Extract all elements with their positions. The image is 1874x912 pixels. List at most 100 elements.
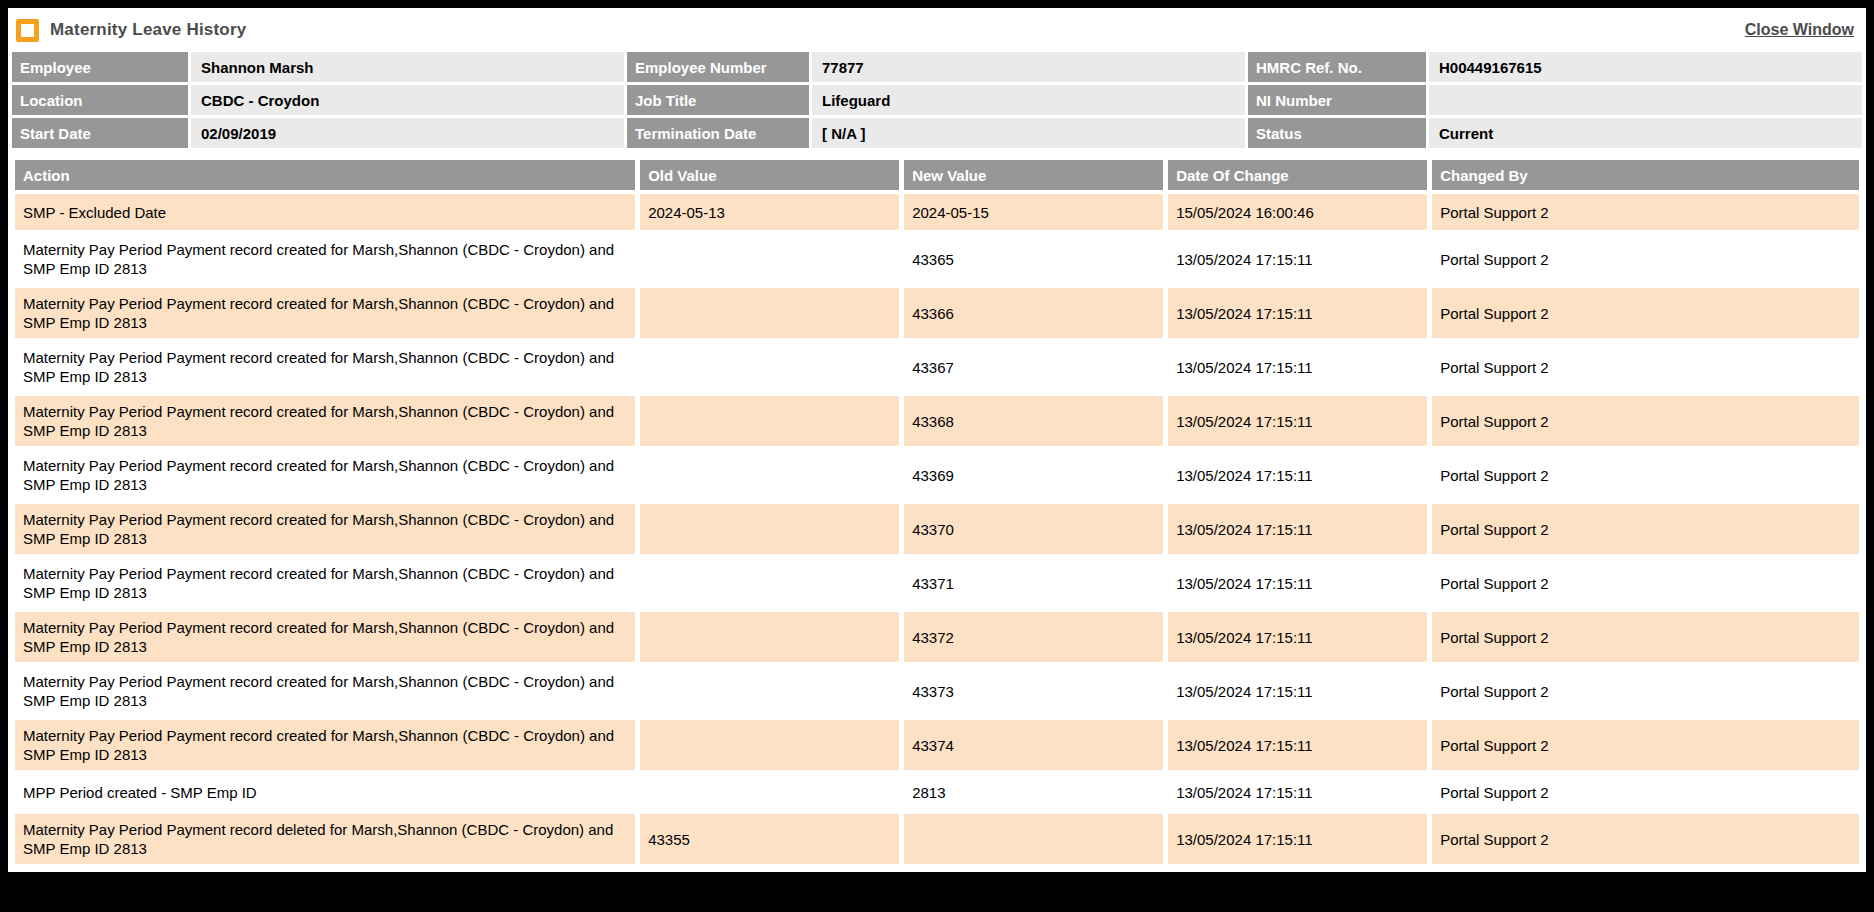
new-value-cell: 43369: [904, 450, 1163, 500]
column-header-old-value: Old Value: [640, 160, 899, 190]
info-label: Start Date: [12, 118, 188, 148]
close-window-link[interactable]: Close Window: [1745, 21, 1854, 39]
action-cell: Maternity Pay Period Payment record crea…: [15, 666, 635, 716]
action-cell: Maternity Pay Period Payment record crea…: [15, 342, 635, 392]
changed-by-cell: Portal Support 2: [1432, 450, 1859, 500]
date-of-change-cell: 13/05/2024 17:15:11: [1168, 288, 1427, 338]
info-value: H00449167615: [1429, 52, 1862, 82]
old-value-cell: [640, 234, 899, 284]
table-row: MPP Period created - SMP Emp ID 2813 13/…: [15, 774, 1859, 810]
changed-by-cell: Portal Support 2: [1432, 612, 1859, 662]
old-value-cell: [640, 504, 899, 554]
changed-by-cell: Portal Support 2: [1432, 342, 1859, 392]
history-table: Action Old Value New Value Date Of Chang…: [10, 156, 1864, 868]
new-value-cell: 43365: [904, 234, 1163, 284]
action-cell: MPP Period created - SMP Emp ID: [15, 774, 635, 810]
date-of-change-cell: 13/05/2024 17:15:11: [1168, 612, 1427, 662]
table-row: Maternity Pay Period Payment record crea…: [15, 288, 1859, 338]
info-value: Shannon Marsh: [191, 52, 624, 82]
history-table-header: Action Old Value New Value Date Of Chang…: [15, 160, 1859, 190]
changed-by-cell: Portal Support 2: [1432, 558, 1859, 608]
changed-by-cell: Portal Support 2: [1432, 814, 1859, 864]
date-of-change-cell: 15/05/2024 16:00:46: [1168, 194, 1427, 230]
old-value-cell: [640, 396, 899, 446]
new-value-cell: 43372: [904, 612, 1163, 662]
date-of-change-cell: 13/05/2024 17:15:11: [1168, 774, 1427, 810]
date-of-change-cell: 13/05/2024 17:15:11: [1168, 666, 1427, 716]
changed-by-cell: Portal Support 2: [1432, 234, 1859, 284]
date-of-change-cell: 13/05/2024 17:15:11: [1168, 396, 1427, 446]
action-cell: Maternity Pay Period Payment record crea…: [15, 288, 635, 338]
old-value-cell: [640, 774, 899, 810]
changed-by-cell: Portal Support 2: [1432, 194, 1859, 230]
new-value-cell: 2024-05-15: [904, 194, 1163, 230]
date-of-change-cell: 13/05/2024 17:15:11: [1168, 234, 1427, 284]
new-value-cell: 43370: [904, 504, 1163, 554]
table-row: Maternity Pay Period Payment record crea…: [15, 504, 1859, 554]
table-row: Maternity Pay Period Payment record crea…: [15, 450, 1859, 500]
changed-by-cell: Portal Support 2: [1432, 396, 1859, 446]
changed-by-cell: Portal Support 2: [1432, 774, 1859, 810]
info-value: 77877: [812, 52, 1245, 82]
history-rows: SMP - Excluded Date 2024-05-13 2024-05-1…: [15, 194, 1859, 864]
new-value-cell: 43368: [904, 396, 1163, 446]
new-value-cell: [904, 814, 1163, 864]
changed-by-cell: Portal Support 2: [1432, 288, 1859, 338]
table-row: Maternity Pay Period Payment record dele…: [15, 814, 1859, 864]
maternity-leave-history-window: Maternity Leave History Close Window Emp…: [8, 8, 1866, 872]
action-cell: Maternity Pay Period Payment record crea…: [15, 450, 635, 500]
old-value-cell: [640, 342, 899, 392]
action-cell: Maternity Pay Period Payment record crea…: [15, 558, 635, 608]
column-header-action: Action: [15, 160, 635, 190]
table-row: SMP - Excluded Date 2024-05-13 2024-05-1…: [15, 194, 1859, 230]
new-value-cell: 43371: [904, 558, 1163, 608]
table-row: Maternity Pay Period Payment record crea…: [15, 558, 1859, 608]
column-header-date-of-change: Date Of Change: [1168, 160, 1427, 190]
date-of-change-cell: 13/05/2024 17:15:11: [1168, 558, 1427, 608]
action-cell: Maternity Pay Period Payment record crea…: [15, 720, 635, 770]
action-cell: Maternity Pay Period Payment record crea…: [15, 612, 635, 662]
info-label: Employee: [12, 52, 188, 82]
date-of-change-cell: 13/05/2024 17:15:11: [1168, 814, 1427, 864]
action-cell: Maternity Pay Period Payment record dele…: [15, 814, 635, 864]
date-of-change-cell: 13/05/2024 17:15:11: [1168, 450, 1427, 500]
info-label: Status: [1248, 118, 1426, 148]
column-header-new-value: New Value: [904, 160, 1163, 190]
action-cell: SMP - Excluded Date: [15, 194, 635, 230]
info-value: CBDC - Croydon: [191, 85, 624, 115]
table-row: Maternity Pay Period Payment record crea…: [15, 396, 1859, 446]
info-label: HMRC Ref. No.: [1248, 52, 1426, 82]
changed-by-cell: Portal Support 2: [1432, 720, 1859, 770]
action-cell: Maternity Pay Period Payment record crea…: [15, 234, 635, 284]
changed-by-cell: Portal Support 2: [1432, 666, 1859, 716]
new-value-cell: 43367: [904, 342, 1163, 392]
old-value-cell: [640, 666, 899, 716]
old-value-cell: 2024-05-13: [640, 194, 899, 230]
info-value: [1429, 85, 1862, 115]
new-value-cell: 43374: [904, 720, 1163, 770]
info-label: Termination Date: [627, 118, 809, 148]
action-cell: Maternity Pay Period Payment record crea…: [15, 396, 635, 446]
changed-by-cell: Portal Support 2: [1432, 504, 1859, 554]
info-value: 02/09/2019: [191, 118, 624, 148]
title-bar: Maternity Leave History Close Window: [10, 8, 1864, 52]
old-value-cell: [640, 288, 899, 338]
date-of-change-cell: 13/05/2024 17:15:11: [1168, 342, 1427, 392]
old-value-cell: [640, 720, 899, 770]
orange-square-icon: [16, 19, 39, 42]
info-value: [ N/A ]: [812, 118, 1245, 148]
new-value-cell: 43373: [904, 666, 1163, 716]
old-value-cell: 43355: [640, 814, 899, 864]
table-row: Maternity Pay Period Payment record crea…: [15, 612, 1859, 662]
table-row: Maternity Pay Period Payment record crea…: [15, 720, 1859, 770]
date-of-change-cell: 13/05/2024 17:15:11: [1168, 720, 1427, 770]
new-value-cell: 43366: [904, 288, 1163, 338]
new-value-cell: 2813: [904, 774, 1163, 810]
table-row: Maternity Pay Period Payment record crea…: [15, 342, 1859, 392]
page-title: Maternity Leave History: [50, 20, 246, 40]
info-label: Job Title: [627, 85, 809, 115]
action-cell: Maternity Pay Period Payment record crea…: [15, 504, 635, 554]
info-label: Location: [12, 85, 188, 115]
date-of-change-cell: 13/05/2024 17:15:11: [1168, 504, 1427, 554]
window-frame: Maternity Leave History Close Window Emp…: [0, 0, 1874, 912]
